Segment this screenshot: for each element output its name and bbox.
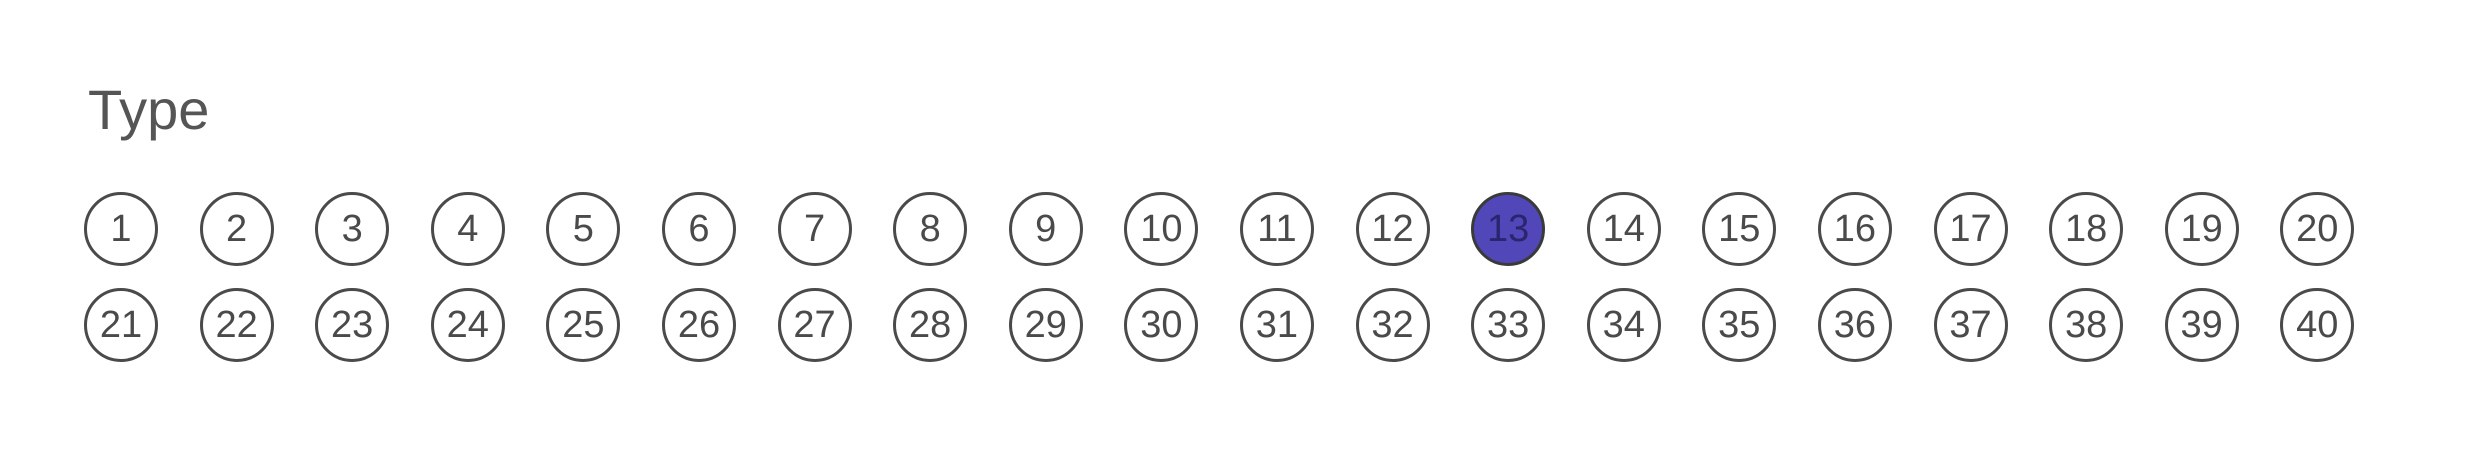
- bubble-option-15[interactable]: 15: [1702, 192, 1777, 266]
- bubble-option-7[interactable]: 7: [777, 192, 852, 266]
- bubble-label: 33: [1486, 304, 1530, 346]
- bubble-option-8[interactable]: 8: [893, 192, 968, 266]
- bubble-label: 6: [688, 208, 710, 250]
- bubble-label: 3: [341, 208, 363, 250]
- bubble-label: 8: [919, 208, 941, 250]
- bubble-label: 17: [1949, 208, 1992, 250]
- bubble-option-6[interactable]: 6: [661, 192, 736, 266]
- bubble-label: 36: [1833, 304, 1877, 346]
- bubble-option-36[interactable]: 36: [1817, 288, 1892, 362]
- bubble-option-20[interactable]: 20: [2280, 192, 2355, 266]
- bubble-label: 13: [1486, 208, 1530, 250]
- bubble-label: 7: [803, 208, 826, 250]
- bubble-option-32[interactable]: 32: [1355, 288, 1430, 362]
- form-title: Type: [88, 78, 210, 141]
- bubble-option-34[interactable]: 34: [1586, 288, 1661, 362]
- bubble-label: 1: [110, 208, 132, 250]
- bubble-label: 27: [793, 304, 836, 346]
- bubble-label: 32: [1371, 304, 1414, 346]
- bubble-option-22[interactable]: 22: [199, 288, 274, 362]
- bubble-option-18[interactable]: 18: [2049, 192, 2124, 266]
- bubble-option-29[interactable]: 29: [1008, 288, 1083, 362]
- bubble-option-25[interactable]: 25: [546, 288, 621, 362]
- bubble-option-1[interactable]: 1: [84, 192, 158, 266]
- bubble-option-5[interactable]: 5: [546, 192, 621, 266]
- bubble-option-39[interactable]: 39: [2164, 288, 2239, 362]
- bubble-option-16[interactable]: 16: [1817, 192, 1892, 266]
- bubble-option-37[interactable]: 37: [1933, 288, 2008, 362]
- bubble-label: 11: [1257, 208, 1297, 250]
- bubble-label: 9: [1035, 208, 1057, 250]
- bubble-label: 40: [2296, 304, 2339, 346]
- bubble-label: 15: [1718, 208, 1761, 250]
- bubble-option-11[interactable]: 11: [1239, 192, 1314, 266]
- bubble-label: 34: [1602, 304, 1645, 346]
- bubble-label: 23: [331, 304, 374, 346]
- bubble-label: 39: [2180, 304, 2223, 346]
- bubble-option-13[interactable]: 13: [1471, 192, 1546, 266]
- bubble-label: 5: [572, 208, 594, 250]
- bubble-label: 35: [1718, 304, 1761, 346]
- bubble-label: 25: [562, 304, 605, 346]
- bubble-label: 37: [1949, 304, 1992, 346]
- bubble-label: 12: [1371, 208, 1414, 250]
- bubble-label: 24: [446, 304, 489, 346]
- bubble-option-26[interactable]: 26: [661, 288, 736, 362]
- bubble-option-10[interactable]: 10: [1124, 192, 1199, 266]
- bubble-label: 19: [2180, 208, 2223, 250]
- bubble-option-21[interactable]: 21: [84, 288, 158, 362]
- bubble-label: 4: [457, 208, 479, 250]
- bubble-option-33[interactable]: 33: [1471, 288, 1546, 362]
- bubble-option-38[interactable]: 38: [2049, 288, 2124, 362]
- bubble-label: 21: [99, 304, 143, 346]
- bubble-option-24[interactable]: 24: [430, 288, 505, 362]
- bubble-option-3[interactable]: 3: [315, 192, 390, 266]
- bubble-option-17[interactable]: 17: [1933, 192, 2008, 266]
- bubble-label: 26: [677, 304, 721, 346]
- bubble-option-27[interactable]: 27: [777, 288, 852, 362]
- bubble-option-28[interactable]: 28: [893, 288, 968, 362]
- bubble-option-40[interactable]: 40: [2280, 288, 2355, 362]
- bubble-option-9[interactable]: 9: [1008, 192, 1083, 266]
- bubble-label: 29: [1024, 304, 1067, 346]
- bubble-option-2[interactable]: 2: [199, 192, 274, 266]
- bubble-option-4[interactable]: 4: [430, 192, 505, 266]
- bubble-label: 16: [1833, 208, 1877, 250]
- bubble-option-30[interactable]: 30: [1124, 288, 1199, 362]
- bubble-option-31[interactable]: 31: [1239, 288, 1314, 362]
- bubble-label: 14: [1602, 208, 1645, 250]
- bubble-label: 22: [215, 304, 258, 346]
- bubble-label: 18: [2064, 208, 2108, 250]
- bubble-label: 2: [226, 208, 248, 250]
- bubble-label: 28: [909, 304, 952, 346]
- bubble-option-19[interactable]: 19: [2164, 192, 2239, 266]
- bubble-label: 38: [2064, 304, 2108, 346]
- bubble-option-35[interactable]: 35: [1702, 288, 1777, 362]
- bubble-label: 10: [1140, 208, 1183, 250]
- bubble-option-23[interactable]: 23: [315, 288, 390, 362]
- bubble-label: 30: [1140, 304, 1183, 346]
- bubble-label: 31: [1255, 304, 1299, 346]
- bubble-option-14[interactable]: 14: [1586, 192, 1661, 266]
- bubble-label: 20: [2296, 208, 2339, 250]
- bubble-grid: 1 2 3 4 5 6 7 8 9 10 11 12 13 14 15 16 17 18 19 20 21 22 23 24 2…: [84, 192, 2355, 362]
- bubble-option-12[interactable]: 12: [1355, 192, 1430, 266]
